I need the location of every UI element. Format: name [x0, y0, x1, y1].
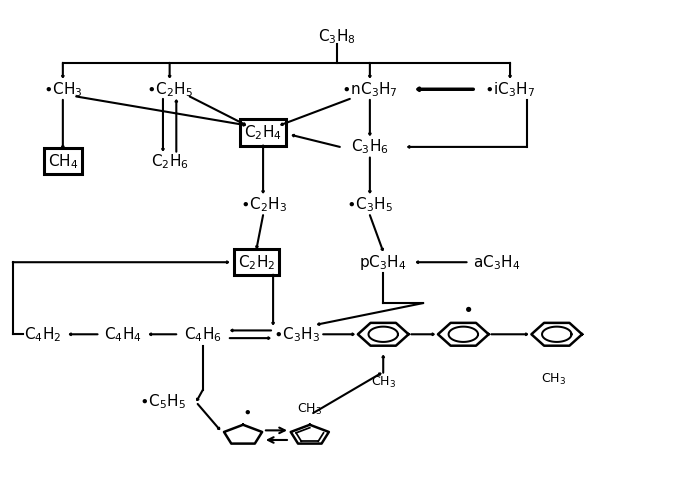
Text: $\bullet$C$_2$H$_3$: $\bullet$C$_2$H$_3$: [240, 195, 287, 214]
Text: C$_3$H$_6$: C$_3$H$_6$: [351, 138, 389, 156]
Text: $\bullet$CH$_3$: $\bullet$CH$_3$: [43, 80, 83, 99]
Text: $\bullet$nC$_3$H$_7$: $\bullet$nC$_3$H$_7$: [341, 80, 398, 99]
Text: $\bullet$C$_3$H$_3$: $\bullet$C$_3$H$_3$: [273, 325, 320, 344]
Text: C$_2$H$_2$: C$_2$H$_2$: [238, 253, 275, 272]
Text: CH$_4$: CH$_4$: [48, 152, 78, 171]
Text: pC$_3$H$_4$: pC$_3$H$_4$: [359, 253, 407, 272]
Text: CH$_3$: CH$_3$: [297, 402, 322, 417]
Text: CH$_3$: CH$_3$: [371, 375, 396, 390]
Text: $\bullet$iC$_3$H$_7$: $\bullet$iC$_3$H$_7$: [485, 80, 536, 99]
Text: $\bullet$C$_2$H$_5$: $\bullet$C$_2$H$_5$: [146, 80, 193, 99]
Text: $\bullet$: $\bullet$: [462, 299, 472, 317]
Text: C$_4$H$_2$: C$_4$H$_2$: [24, 325, 61, 344]
Text: C$_2$H$_4$: C$_2$H$_4$: [244, 123, 282, 142]
Text: $\bullet$: $\bullet$: [242, 404, 251, 418]
Text: $\bullet$C$_5$H$_5$: $\bullet$C$_5$H$_5$: [139, 392, 186, 411]
Text: C$_4$H$_4$: C$_4$H$_4$: [104, 325, 142, 344]
Text: CH$_3$: CH$_3$: [541, 372, 566, 387]
Text: C$_4$H$_6$: C$_4$H$_6$: [184, 325, 222, 344]
Text: $\bullet$C$_3$H$_5$: $\bullet$C$_3$H$_5$: [347, 195, 393, 214]
Text: C$_2$H$_6$: C$_2$H$_6$: [151, 152, 188, 171]
Text: aC$_3$H$_4$: aC$_3$H$_4$: [473, 253, 520, 272]
Text: C$_3$H$_8$: C$_3$H$_8$: [318, 27, 355, 46]
